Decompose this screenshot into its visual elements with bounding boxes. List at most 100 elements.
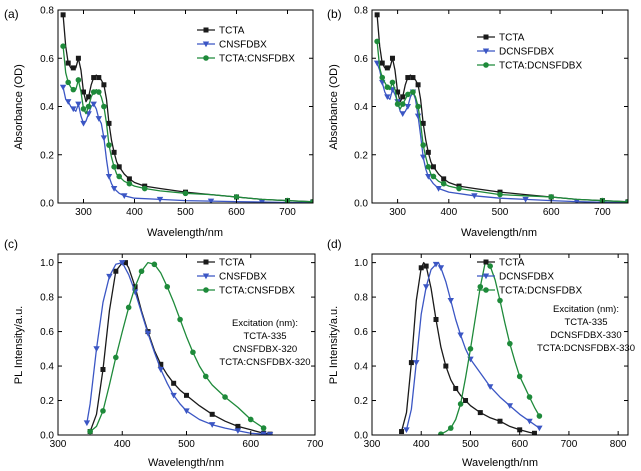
x-tick-label: 300 xyxy=(75,207,92,218)
panel-label: (c) xyxy=(4,237,18,251)
y-tick-label: 0.2 xyxy=(354,396,368,407)
data-point xyxy=(389,55,395,61)
y-tick-label: 0.6 xyxy=(354,54,368,65)
series-line xyxy=(86,261,271,435)
data-point xyxy=(526,394,533,400)
series-group xyxy=(403,261,543,434)
data-point xyxy=(158,361,164,367)
data-point xyxy=(101,103,107,110)
data-point xyxy=(415,82,421,88)
data-point xyxy=(536,413,543,419)
note-line: TCTA:DCNSFDBX-330 xyxy=(537,343,635,354)
legend-marker xyxy=(482,48,490,55)
legend-label: DCNSFDBX xyxy=(499,272,554,283)
chart-panel: (c) 300 400 500 600 700 0.0 0.2 0.4 0.6 0.8 1.0 Wave… xyxy=(4,237,324,469)
data-point xyxy=(415,103,421,110)
series-group xyxy=(87,261,267,435)
x-axis-title: Wavelength/nm xyxy=(461,227,537,239)
y-tick-label: 1.0 xyxy=(40,258,54,269)
data-point xyxy=(209,411,215,417)
data-point xyxy=(395,89,401,95)
legend-marker xyxy=(483,62,489,68)
data-point xyxy=(207,198,215,203)
data-point xyxy=(423,263,429,269)
data-point xyxy=(157,366,164,373)
series-group xyxy=(60,43,313,203)
data-point xyxy=(113,268,119,274)
data-point xyxy=(389,79,396,86)
data-point xyxy=(548,194,554,200)
data-point xyxy=(425,173,432,180)
series-line xyxy=(62,14,313,203)
legend-label: CNSFDBX xyxy=(219,40,267,51)
y-axis-title: PL Intensity/a.u. xyxy=(328,306,340,384)
legend-label: TCTA:DCNSFDBX xyxy=(499,61,582,72)
data-point xyxy=(410,89,416,95)
legend: TCTA DCNSFDBX TCTA:DCNSFDBX xyxy=(477,33,582,72)
data-point xyxy=(384,94,391,101)
data-point xyxy=(425,149,431,155)
data-point xyxy=(456,185,462,192)
data-point xyxy=(441,176,447,182)
legend: TCTA CNSFDBX TCTA:CNSFDBX xyxy=(197,258,295,297)
x-tick-label: 700 xyxy=(307,439,324,450)
series-group xyxy=(374,38,628,203)
data-point xyxy=(122,260,128,266)
panel-label: (d) xyxy=(327,237,342,251)
series-group xyxy=(59,84,313,203)
legend-label: DCNSFDBX xyxy=(499,47,554,58)
data-point xyxy=(413,360,420,366)
data-point xyxy=(111,149,117,155)
data-point xyxy=(394,101,401,107)
x-tick-label: 400 xyxy=(126,207,143,218)
data-point xyxy=(384,65,390,71)
data-point xyxy=(86,94,92,100)
data-point xyxy=(266,432,274,435)
data-point xyxy=(233,194,240,200)
panel-label: (a) xyxy=(4,7,19,21)
data-point xyxy=(93,346,100,353)
legend-marker xyxy=(202,273,210,280)
data-point xyxy=(425,164,432,170)
data-point xyxy=(111,164,117,170)
x-tick-label: 500 xyxy=(492,207,509,218)
data-point xyxy=(100,135,108,142)
note-line: DCNSFDBX-330 xyxy=(550,330,621,341)
plot-frame xyxy=(57,9,314,204)
legend: TCTA CNSFDBX TCTA:CNSFDBX xyxy=(197,26,295,65)
data-point xyxy=(95,116,102,122)
data-point xyxy=(126,180,133,187)
data-point xyxy=(410,75,416,81)
series-line xyxy=(376,41,628,203)
legend-marker xyxy=(483,34,489,40)
y-tick-label: 0.6 xyxy=(40,327,54,338)
x-tick-label: 600 xyxy=(228,207,245,218)
data-point xyxy=(101,82,107,88)
y-tick-label: 0.0 xyxy=(354,431,368,442)
data-point xyxy=(90,101,97,108)
y-tick-label: 0.4 xyxy=(40,362,54,373)
x-tick-label: 500 xyxy=(177,207,194,218)
y-tick-label: 0.2 xyxy=(40,396,54,407)
note-line: TCTA-335 xyxy=(564,317,607,328)
y-tick-label: 0.8 xyxy=(354,6,368,17)
data-point xyxy=(96,75,102,81)
chart-panel: (d) 300 400 500 600 700 800 0.0 0.2 0.4 0.6 0.8 1.0 W… xyxy=(327,237,635,469)
data-point xyxy=(405,91,411,98)
data-point xyxy=(404,104,412,110)
x-tick-label: 300 xyxy=(364,439,381,450)
legend-label: TCTA xyxy=(499,33,525,44)
data-point xyxy=(87,428,93,435)
y-tick-label: 0.8 xyxy=(354,293,368,304)
legend-marker xyxy=(203,259,209,265)
data-point xyxy=(477,283,484,290)
data-point xyxy=(247,416,254,423)
data-point xyxy=(522,196,529,203)
data-point xyxy=(125,304,132,311)
y-tick-label: 0.4 xyxy=(40,102,54,113)
data-point xyxy=(234,428,242,434)
legend-marker xyxy=(203,27,209,33)
data-point xyxy=(85,103,92,110)
legend-marker xyxy=(483,259,489,265)
